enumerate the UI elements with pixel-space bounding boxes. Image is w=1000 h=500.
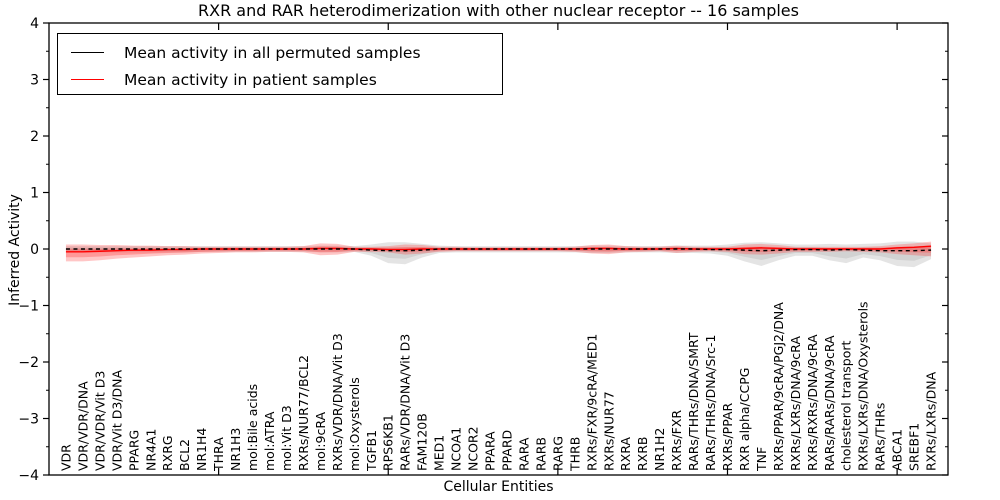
category-label: FAM120B — [415, 413, 430, 471]
category-label: mol:ATRA — [262, 411, 277, 471]
y-tick-label: −2 — [18, 355, 39, 371]
category-label: VDR — [58, 444, 73, 471]
category-label: MED1 — [432, 435, 447, 471]
y-tick-label: 0 — [30, 242, 39, 258]
category-label: PPARD — [499, 430, 514, 471]
category-label: PPARG — [126, 430, 141, 471]
category-label: RXRs/RXRs/DNA/9cRA — [805, 334, 820, 471]
category-label: RARs/THRs/DNA/SMRT — [686, 332, 701, 471]
y-tick-label: −4 — [18, 468, 39, 484]
patient-line-swatch — [71, 79, 104, 80]
category-label: RXRs/FXR/9cRA/MED1 — [584, 334, 599, 471]
x-axis-label: Cellular Entities — [443, 479, 554, 495]
category-label: cholesterol transport — [839, 340, 854, 471]
legend-label-permuted: Mean activity in all permuted samples — [124, 43, 421, 62]
category-label: RXRs/LXRs/DNA — [924, 371, 939, 471]
legend-label-patient: Mean activity in patient samples — [124, 70, 377, 89]
category-label: RARs/THRs/DNA/Src-1 — [703, 335, 718, 471]
category-label: RARs/VDR/DNA/Vit D3 — [398, 334, 413, 471]
category-label: mol:Oxysterols — [347, 377, 362, 471]
category-label: RXRs/NUR77 — [601, 391, 616, 471]
category-label: RXRB — [635, 436, 650, 471]
chart-title: RXR and RAR heterodimerization with othe… — [198, 1, 799, 20]
category-label: RARs/THRs — [873, 403, 888, 471]
category-label: NR4A1 — [143, 429, 158, 472]
category-label: VDR/Vit D3/DNA — [109, 370, 124, 471]
patient-samples-range-band — [65, 241, 932, 262]
category-label: mol:Vit D3 — [279, 405, 294, 471]
category-label: RXRs/LXRs/DNA/9cRA — [788, 336, 803, 471]
y-tick-label: 2 — [30, 129, 39, 145]
category-label: RARG — [550, 436, 565, 471]
y-tick-label: 1 — [30, 186, 39, 202]
category-label: NR1H3 — [228, 428, 243, 471]
y-tick-label: −3 — [18, 412, 39, 428]
category-label: TNF — [754, 447, 769, 472]
category-label: RXRs/VDR/DNA/Vit D3 — [330, 333, 345, 471]
legend-item-permuted: Mean activity in all permuted samples — [58, 39, 502, 66]
category-label: NCOA1 — [449, 427, 464, 471]
category-label: RARB — [533, 437, 548, 471]
y-tick-label: 3 — [30, 73, 39, 89]
category-label: RXRs/PPAR — [720, 403, 735, 471]
category-label: RARA — [516, 437, 531, 471]
category-label: RXRs/LXRs/DNA/Oxysterols — [856, 301, 871, 471]
category-label: ABCA1 — [890, 429, 905, 471]
category-label: TGFB1 — [364, 430, 379, 472]
category-label: mol:9cRA — [313, 411, 328, 471]
category-label: RXRs/PPAR/9cRA/PGJ2/DNA — [771, 302, 786, 471]
category-label: VDR/VDR/Vit D3 — [92, 371, 107, 471]
category-label: RXRs/FXR — [669, 410, 684, 471]
category-label: BCL2 — [177, 439, 192, 471]
category-label: mol:Bile acids — [245, 384, 260, 471]
permuted-samples-range-band-inner — [65, 247, 932, 261]
category-label: VDR/VDR/DNA — [75, 381, 90, 471]
category-label: SREBF1 — [907, 423, 922, 471]
legend-item-patient: Mean activity in patient samples — [58, 66, 502, 93]
permuted-mean-line — [65, 248, 932, 252]
category-label: RPS6KB1 — [381, 414, 396, 471]
category-label: NR1H4 — [194, 428, 209, 471]
legend: Mean activity in all permuted samples Me… — [57, 33, 503, 95]
category-label: NCOR2 — [466, 426, 481, 471]
patient-samples-range-band-inner — [65, 245, 932, 258]
category-label: RARs/RARs/DNA/9cRA — [822, 335, 837, 471]
category-label: RXRs/NUR77/BCL2 — [296, 355, 311, 471]
y-tick-label: −1 — [18, 299, 39, 315]
category-label: RXR alpha/CCPG — [737, 368, 752, 471]
category-label: PPARA — [483, 431, 498, 471]
category-label: NR1H2 — [652, 428, 667, 471]
category-label: THRA — [211, 437, 226, 472]
category-label: RXRA — [618, 437, 633, 471]
category-label: RXRG — [160, 435, 175, 471]
permuted-line-swatch — [71, 52, 104, 53]
permuted-samples-range-band — [65, 241, 932, 268]
category-label: THRB — [567, 437, 582, 472]
y-tick-label: 4 — [30, 16, 39, 32]
y-axis-label: Inferred Activity — [7, 194, 23, 306]
